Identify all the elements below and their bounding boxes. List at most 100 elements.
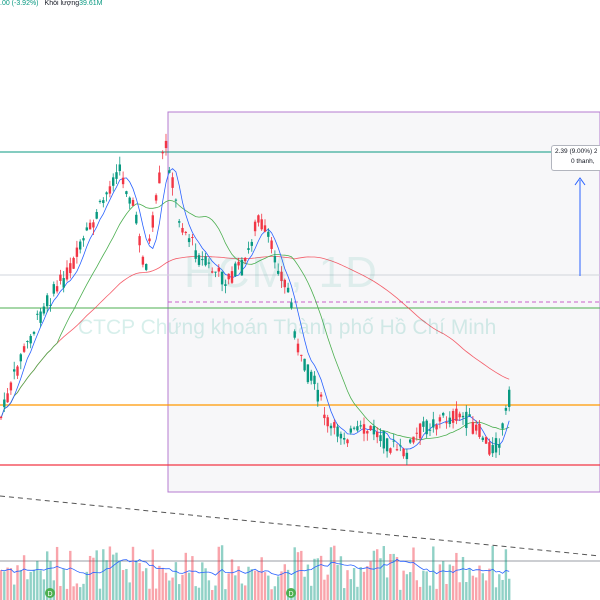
candle-body[interactable] xyxy=(428,429,432,431)
candle-body[interactable] xyxy=(92,222,95,228)
candle-body[interactable] xyxy=(445,422,448,424)
candle-body[interactable] xyxy=(184,231,187,233)
candle-body[interactable] xyxy=(79,241,82,250)
candle-body[interactable] xyxy=(455,408,458,421)
candle-body[interactable] xyxy=(349,428,352,433)
candle-body[interactable] xyxy=(164,140,168,149)
candle-body[interactable] xyxy=(13,369,16,372)
candle-body[interactable] xyxy=(29,335,32,344)
candle-body[interactable] xyxy=(230,271,234,283)
candle-body[interactable] xyxy=(442,413,445,416)
candle-body[interactable] xyxy=(178,221,181,223)
candle-body[interactable] xyxy=(385,438,389,452)
candle-body[interactable] xyxy=(425,420,428,435)
candle-body[interactable] xyxy=(237,261,240,266)
candle-body[interactable] xyxy=(402,448,405,457)
candle-body[interactable] xyxy=(240,259,244,276)
candle-body[interactable] xyxy=(422,421,425,427)
candle-body[interactable] xyxy=(171,177,174,188)
candle-body[interactable] xyxy=(263,225,267,232)
candle-body[interactable] xyxy=(3,399,6,408)
candle-body[interactable] xyxy=(72,257,75,269)
candle-body[interactable] xyxy=(16,366,19,376)
candle-body[interactable] xyxy=(448,417,451,424)
candle-body[interactable] xyxy=(224,284,227,286)
candle-body[interactable] xyxy=(112,177,115,186)
candle-body[interactable] xyxy=(310,371,313,381)
candle-body[interactable] xyxy=(405,452,409,460)
candle-body[interactable] xyxy=(339,433,343,439)
candle-body[interactable] xyxy=(319,394,323,397)
candle-body[interactable] xyxy=(207,262,211,264)
candle-body[interactable] xyxy=(201,259,204,261)
candle-body[interactable] xyxy=(115,172,118,179)
candle-body[interactable] xyxy=(234,263,237,277)
candle-body[interactable] xyxy=(102,200,105,204)
candle-body[interactable] xyxy=(69,263,72,274)
candle-body[interactable] xyxy=(415,432,418,434)
candle-body[interactable] xyxy=(75,247,79,257)
candle-body[interactable] xyxy=(151,215,154,228)
candle-body[interactable] xyxy=(88,222,92,230)
volume-trendline[interactable] xyxy=(0,495,600,557)
candle-body[interactable] xyxy=(0,416,3,419)
candle-body[interactable] xyxy=(352,427,356,429)
candle-body[interactable] xyxy=(131,199,135,206)
candle-body[interactable] xyxy=(379,435,382,442)
candle-body[interactable] xyxy=(227,273,230,280)
candle-body[interactable] xyxy=(65,267,69,280)
candle-body[interactable] xyxy=(260,219,263,230)
candle-body[interactable] xyxy=(458,413,461,418)
candle-body[interactable] xyxy=(247,248,250,250)
candle-body[interactable] xyxy=(465,411,468,429)
candle-body[interactable] xyxy=(494,438,498,453)
candle-body[interactable] xyxy=(451,411,455,423)
candle-body[interactable] xyxy=(194,250,197,259)
candle-body[interactable] xyxy=(283,279,286,288)
candle-body[interactable] xyxy=(181,227,184,233)
candle-body[interactable] xyxy=(49,304,52,306)
candle-body[interactable] xyxy=(504,407,508,411)
candle-body[interactable] xyxy=(32,331,36,334)
candle-body[interactable] xyxy=(220,271,224,285)
candle-body[interactable] xyxy=(412,436,415,443)
candle-body[interactable] xyxy=(197,255,201,265)
candle-body[interactable] xyxy=(244,257,247,262)
candle-body[interactable] xyxy=(211,271,214,273)
candle-body[interactable] xyxy=(409,439,412,443)
candle-body[interactable] xyxy=(323,414,326,419)
dividend-marker-icon[interactable]: D xyxy=(286,588,296,598)
candle-body[interactable] xyxy=(85,227,88,231)
candle-body[interactable] xyxy=(138,236,141,246)
candle-body[interactable] xyxy=(174,199,178,201)
candle-body[interactable] xyxy=(376,431,379,438)
candle-body[interactable] xyxy=(372,426,376,435)
candle-body[interactable] xyxy=(250,241,253,246)
candle-body[interactable] xyxy=(435,424,438,430)
candle-body[interactable] xyxy=(42,306,46,314)
candle-body[interactable] xyxy=(461,415,465,418)
candle-body[interactable] xyxy=(438,417,442,422)
candle-body[interactable] xyxy=(286,287,290,293)
candle-body[interactable] xyxy=(62,278,65,288)
candle-body[interactable] xyxy=(191,237,194,239)
candle-body[interactable] xyxy=(36,313,39,315)
candle-body[interactable] xyxy=(362,424,366,434)
candle-body[interactable] xyxy=(95,211,98,219)
candle-body[interactable] xyxy=(168,170,171,173)
candle-body[interactable] xyxy=(98,200,102,202)
candle-body[interactable] xyxy=(217,267,220,272)
candle-body[interactable] xyxy=(52,284,55,294)
candle-body[interactable] xyxy=(273,255,277,263)
candle-body[interactable] xyxy=(118,164,121,172)
candle-body[interactable] xyxy=(26,341,29,343)
candle-body[interactable] xyxy=(257,215,260,223)
candle-body[interactable] xyxy=(300,354,303,356)
candle-body[interactable] xyxy=(399,445,402,447)
candle-body[interactable] xyxy=(39,311,42,323)
candle-body[interactable] xyxy=(326,417,329,427)
candle-body[interactable] xyxy=(346,439,349,444)
candle-body[interactable] xyxy=(306,364,310,383)
candle-body[interactable] xyxy=(382,430,385,449)
